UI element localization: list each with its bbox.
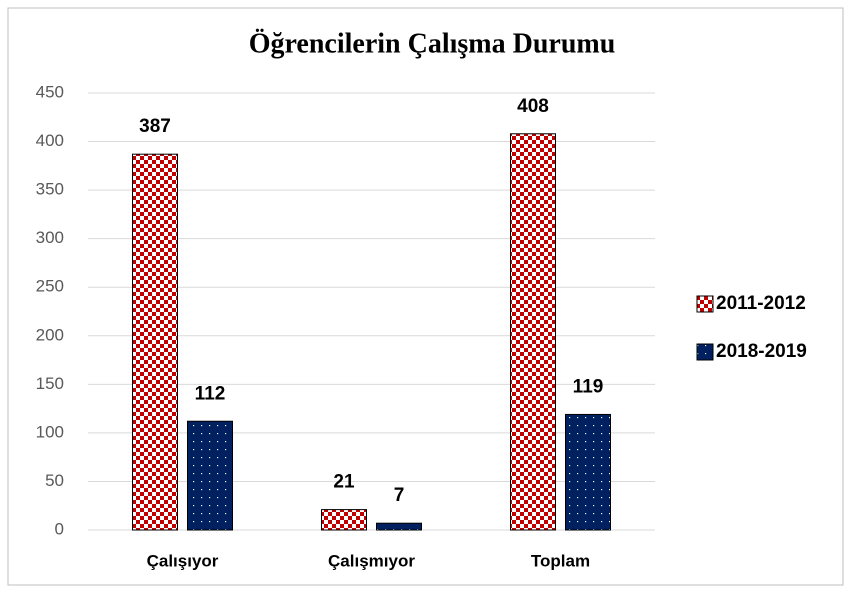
y-tick-label: 350	[36, 180, 64, 199]
y-tick-label: 200	[36, 325, 64, 344]
x-tick-label: Çalışmıyor	[328, 551, 415, 570]
y-tick-label: 450	[36, 82, 64, 101]
y-tick-label: 400	[36, 131, 64, 150]
y-tick-label: 0	[55, 519, 64, 538]
y-tick-label: 300	[36, 228, 64, 247]
y-tick-label: 100	[36, 422, 64, 441]
x-tick-label: Çalışıyor	[147, 551, 219, 570]
data-label: 387	[139, 116, 171, 137]
x-tick-label: Toplam	[531, 551, 590, 570]
legend-label: 2011-2012	[716, 293, 806, 314]
legend-swatch	[696, 295, 714, 313]
bar	[376, 522, 422, 531]
bar	[510, 133, 556, 531]
data-label: 408	[517, 96, 549, 117]
data-label: 21	[333, 472, 355, 493]
bar	[565, 413, 611, 531]
legend-label: 2018-2019	[716, 341, 807, 362]
bar	[321, 509, 367, 531]
y-tick-label: 50	[45, 471, 64, 490]
bar	[132, 153, 178, 531]
data-label: 119	[573, 376, 604, 397]
bar	[187, 420, 233, 531]
legend-swatch	[696, 343, 714, 361]
data-label: 7	[394, 485, 405, 506]
data-label: 112	[195, 383, 226, 404]
chart-title: Öğrencilerin Çalışma Durumu	[249, 28, 616, 59]
y-tick-label: 250	[36, 277, 64, 296]
y-tick-label: 150	[36, 374, 64, 393]
